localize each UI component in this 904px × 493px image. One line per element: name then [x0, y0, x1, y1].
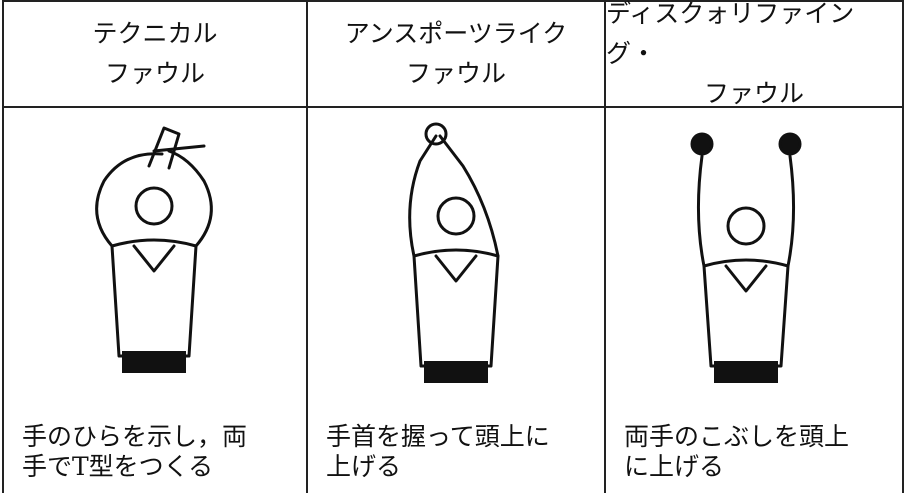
header-cell: ディスクォリファイング・ ファウル — [604, 0, 904, 108]
description-line: 両手のこぶしを頭上 — [624, 422, 850, 451]
description-line: 手のひらを示し，両 — [22, 422, 248, 451]
header-line: アンスポーツライク — [344, 19, 568, 48]
header-cell: テクニカル ファウル — [2, 0, 306, 108]
header-cell: アンスポーツライク ファウル — [306, 0, 604, 108]
description: 手首を握って頭上に 上げる — [326, 422, 550, 482]
header-line: ファウル — [405, 59, 506, 88]
body-cell: 両手のこぶしを頭上 に上げる — [604, 106, 904, 493]
illustration-t-signal — [95, 126, 213, 373]
description-line: 手首を握って頭上に — [326, 422, 550, 451]
illustration-wrist-signal — [408, 122, 500, 383]
header-line: ファウル — [104, 59, 205, 88]
description-line: に上げる — [624, 452, 725, 481]
body-cell: 手首を握って頭上に 上げる — [306, 106, 604, 493]
description-line: 上げる — [326, 452, 402, 481]
illustration-fist-signal — [690, 132, 802, 383]
description-line: 手でT型をつくる — [22, 452, 214, 481]
header-line: ディスクォリファイング・ — [606, 0, 855, 68]
body-cell: 手のひらを示し，両 手でT型をつくる — [2, 106, 306, 493]
description: 両手のこぶしを頭上 に上げる — [624, 422, 849, 482]
description: 手のひらを示し，両 手でT型をつくる — [22, 422, 247, 482]
header-line: ファウル — [703, 79, 804, 108]
header-line: テクニカル — [92, 19, 218, 48]
